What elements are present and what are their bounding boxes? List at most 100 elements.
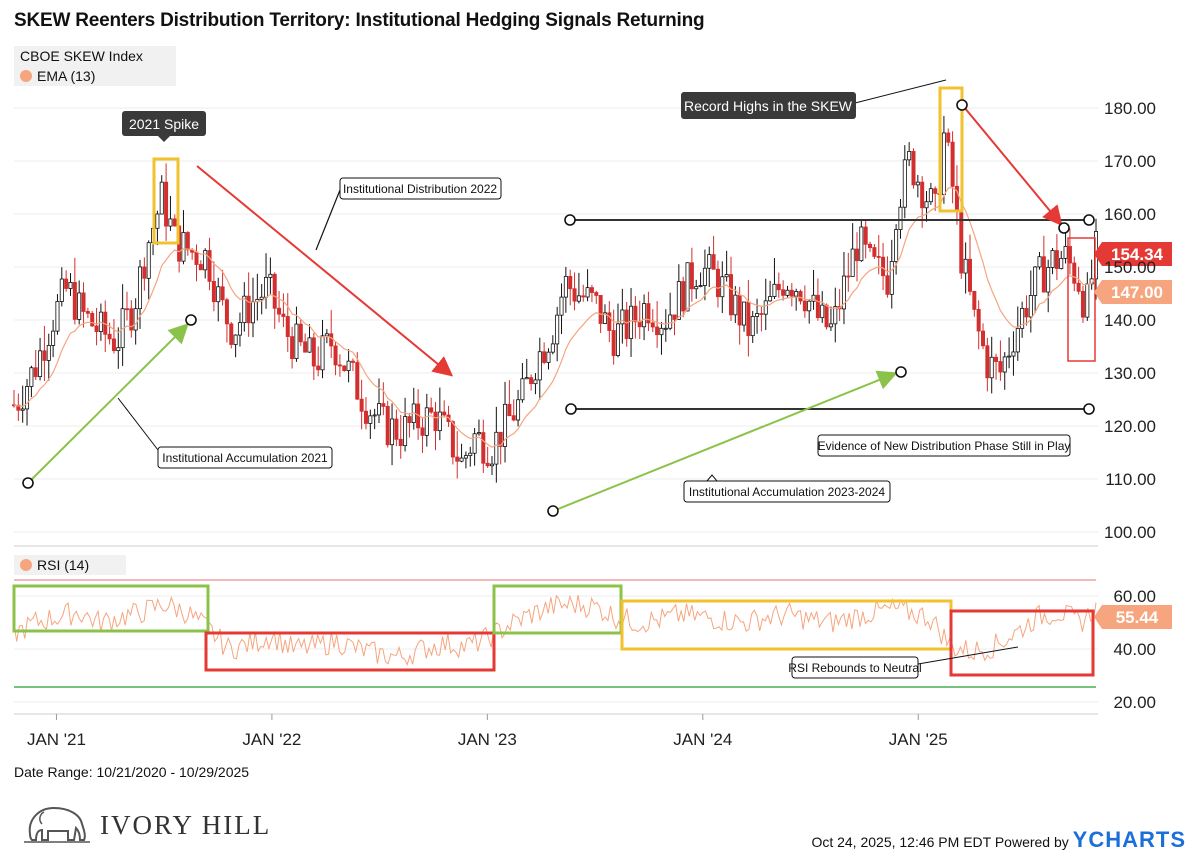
current-box (1067, 237, 1096, 362)
main-grid (14, 107, 1098, 533)
ema-last-value: 147.00 (1111, 283, 1163, 302)
accum-2021-start (22, 477, 34, 489)
candle-body (133, 308, 138, 331)
accum-2023-start (547, 505, 559, 517)
x-tick-label: JAN '22 (242, 730, 301, 749)
accum-2021-end (185, 314, 197, 326)
candle-body (59, 278, 64, 302)
candle-body (1059, 257, 1064, 269)
record-high-box (938, 86, 964, 213)
record-high-marker (956, 99, 968, 111)
candle-body (824, 304, 829, 328)
candle-body (337, 364, 342, 367)
candle-body (915, 181, 920, 186)
ycharts-logo-text: YCHARTS (1072, 827, 1186, 852)
candle-body (220, 286, 225, 301)
candle-body (489, 463, 494, 467)
candle-body (1028, 295, 1033, 318)
candle-body (946, 132, 951, 143)
candle-body (437, 411, 442, 432)
candle-body (1080, 290, 1085, 318)
candle-body (242, 295, 247, 324)
candle-body (594, 292, 599, 296)
candle-body (350, 360, 355, 363)
date-range: Date Range: 10/21/2020 - 10/29/2025 (14, 764, 250, 780)
candle-body (702, 267, 707, 286)
footer-timestamp: Oct 24, 2025, 12:46 PM EDT Powered by (811, 834, 1069, 850)
legend-rsi-label: RSI (14) (37, 557, 90, 573)
candle-body (1085, 283, 1090, 318)
candle-body (985, 345, 990, 379)
candle-body (368, 415, 373, 424)
legend-ema-label: EMA (13) (37, 68, 96, 84)
legend-main-label: CBOE SKEW Index (20, 48, 143, 64)
candle-body (646, 303, 651, 324)
candle-body (250, 301, 255, 324)
candle-body (533, 379, 538, 385)
candle-body (16, 404, 21, 411)
candle-body (650, 322, 655, 328)
candle-body (494, 431, 499, 465)
record-high-arrow-end (1058, 222, 1070, 234)
candle-body (363, 410, 368, 424)
x-tick-label: JAN '24 (673, 730, 732, 749)
candle-body (294, 323, 299, 359)
candle-body (1054, 250, 1059, 269)
candle-body (537, 351, 542, 381)
candle-body (559, 296, 564, 316)
rsi-red-box-1 (204, 631, 496, 672)
candle-body (907, 151, 912, 161)
candle-body (711, 254, 716, 270)
candle-body (485, 462, 490, 467)
candle-body (33, 367, 38, 378)
rsi-green-box-1 (12, 584, 210, 633)
label-new-distribution-text: Evidence of New Distribution Phase Still… (818, 439, 1071, 453)
candle-body (520, 378, 525, 401)
candle-body (963, 258, 968, 274)
candle-body (585, 287, 590, 298)
label-accum-2023-text: Institutional Accumulation 2023-2024 (689, 485, 885, 499)
candle-body (642, 303, 647, 328)
candle-body (689, 262, 694, 290)
candle-body (164, 181, 169, 227)
candle-body (676, 281, 681, 320)
candle-body (77, 292, 82, 320)
candle-body (198, 264, 203, 271)
candle-body (142, 266, 147, 279)
skew-last-value: 154.34 (1111, 245, 1164, 264)
candle-body (994, 356, 999, 362)
candle-body (355, 362, 360, 400)
candle-body (372, 414, 377, 417)
candle-body (268, 273, 273, 278)
candle-body (950, 141, 955, 187)
callout-record-highs: Record Highs in the SKEW (681, 92, 856, 119)
candle-body (424, 407, 429, 436)
candle-body (468, 452, 473, 457)
candle-body (611, 330, 616, 356)
candle-body (450, 421, 455, 458)
label-rsi-rebound-text: RSI Rebounds to Neutral (788, 661, 921, 675)
rsi-dot-icon (20, 559, 32, 571)
legend-rsi: RSI (14) (14, 555, 126, 575)
y-tick-main: 110.00 (1105, 470, 1156, 489)
candle-body (42, 350, 47, 361)
rsi-last-badge: 55.44 (1094, 605, 1172, 629)
candle-body (815, 294, 820, 319)
candle-body (1063, 246, 1068, 259)
candle-body (429, 407, 434, 413)
candle-body (798, 291, 803, 302)
candle-body (194, 251, 199, 265)
candle-body (207, 250, 212, 282)
candle-body (928, 188, 933, 203)
support-start-marker (565, 403, 577, 415)
candle-body (403, 416, 408, 447)
label-new-distribution: Evidence of New Distribution Phase Still… (817, 434, 1071, 457)
candle-body (750, 316, 755, 337)
label-rsi-rebound: RSI Rebounds to Neutral (788, 656, 922, 679)
candle-body (237, 322, 242, 336)
candle-body (503, 403, 508, 447)
candle-body (889, 261, 894, 295)
candle-body (911, 151, 916, 186)
y-tick-main: 100.00 (1104, 523, 1156, 542)
candle-body (694, 286, 699, 290)
